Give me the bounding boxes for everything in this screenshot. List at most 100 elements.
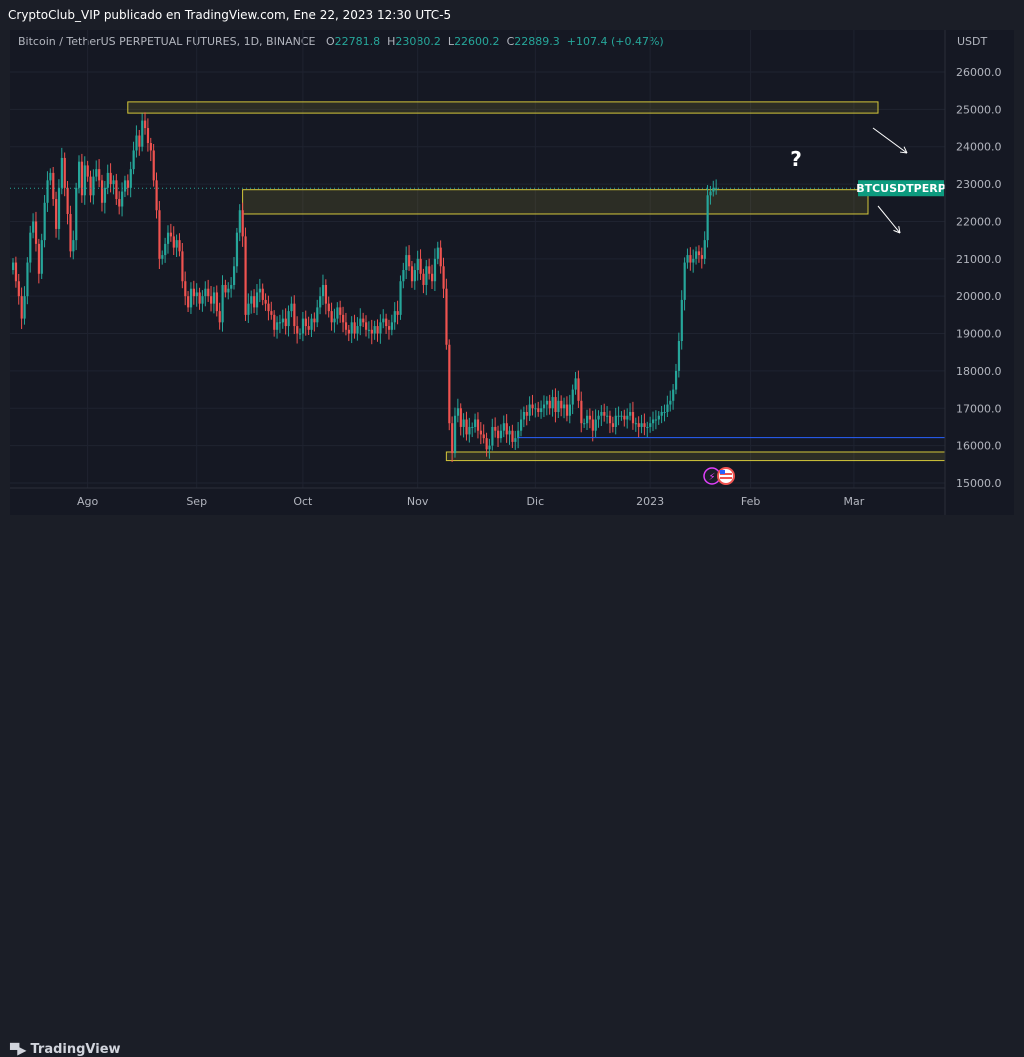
candle-body (571, 389, 574, 405)
candle-body (281, 318, 284, 323)
price-axis: USDT 15000.0 16000.0 17000.0 18000.0 19000.0 2… (944, 30, 1014, 515)
flag-canton (720, 470, 725, 474)
x-tick-label: Oct (293, 495, 313, 508)
open-label: O (325, 35, 335, 48)
candle-body (390, 322, 394, 330)
currency-label: USDT (957, 35, 988, 48)
candle-body (637, 423, 640, 427)
candle-body (144, 120, 147, 129)
candle-body (586, 415, 589, 424)
candle-body (362, 318, 365, 323)
candle-body (336, 307, 339, 319)
candle-body (86, 165, 89, 177)
candle-body (402, 270, 405, 282)
y-tick-label: 24000.0 (956, 141, 1002, 154)
candle-body (416, 258, 419, 271)
tradingview-logo[interactable]: ▀▶ TradingView (10, 1042, 121, 1057)
candle-body (410, 266, 414, 282)
candle-body (135, 135, 138, 151)
candle-body (164, 243, 167, 256)
candle-body (519, 419, 523, 431)
candle-body (614, 415, 617, 427)
header-bar: CryptoClub_VIP publicado en TradingView.… (0, 0, 1024, 30)
candle-body (617, 415, 620, 417)
candle-body (442, 266, 445, 289)
candle-body (181, 251, 184, 282)
candle-body (600, 412, 603, 416)
y-tick-label: 15000.0 (956, 477, 1002, 490)
candle-body (301, 318, 305, 334)
arrow-down-lower (877, 205, 901, 234)
open-value: 22781.8 (334, 35, 381, 48)
candle-body (456, 408, 460, 416)
candle-body (155, 180, 158, 211)
candle-body (399, 281, 402, 315)
candle-body (663, 412, 666, 414)
candle-body (253, 296, 256, 308)
candle-body (545, 400, 549, 405)
candle-body (227, 288, 230, 293)
candle-body (307, 326, 310, 330)
candle-body (588, 415, 592, 420)
candle-body (78, 161, 81, 188)
candle-body (692, 258, 695, 263)
candle-body (608, 415, 612, 424)
candle-body (551, 397, 554, 409)
candle-body (218, 311, 221, 323)
candle-body (316, 307, 319, 323)
candle-body (591, 419, 594, 431)
candle-body (425, 266, 428, 285)
candle-body (453, 415, 457, 454)
candle-body (700, 255, 703, 259)
close-label: C (506, 35, 515, 48)
candle-body (172, 236, 175, 248)
candle-body (123, 180, 127, 192)
candle-body (491, 426, 494, 446)
candle-body (141, 120, 144, 147)
candle-body (502, 423, 505, 431)
price-axis-bg (945, 30, 1014, 515)
candle-body (479, 430, 483, 435)
candle-body (353, 322, 356, 334)
candle-body (660, 412, 663, 416)
candle-body (356, 326, 359, 334)
candle-body (525, 412, 528, 416)
candle-body (313, 318, 316, 323)
candle-body (528, 404, 531, 416)
candle-body (436, 247, 439, 259)
candle-body (92, 176, 95, 196)
event-icons: ⚡ (703, 467, 735, 485)
symbol-tag-label: BTCUSDTPERP (856, 182, 946, 195)
candle-body (640, 423, 643, 427)
candle-body (63, 157, 66, 188)
candle-body (339, 307, 342, 315)
symbol-tag (858, 180, 944, 197)
candle-body (178, 240, 181, 252)
candle-body (387, 326, 391, 330)
price-chart[interactable]: 16213.9BTCUSDTPERP22889.306:29:59?⚡ USDT… (0, 0, 1024, 516)
candle-body (69, 213, 72, 252)
candle-body (146, 128, 150, 143)
close-value: 22889.3 (514, 35, 560, 48)
candle-body (499, 430, 503, 439)
candle-body (373, 326, 376, 334)
candle-body (210, 296, 213, 304)
y-tick-label: 20000.0 (956, 290, 1002, 303)
candle-body (706, 195, 709, 241)
candle-body (367, 329, 371, 331)
candle-body (201, 296, 204, 304)
candle-body (221, 284, 224, 323)
high-value: 23080.2 (395, 35, 441, 48)
flag-stripe (720, 477, 732, 479)
candle-body (422, 273, 425, 285)
candle-body (568, 404, 571, 416)
candle-body (577, 378, 580, 401)
candle-body (385, 318, 388, 327)
candle-body (680, 299, 683, 342)
candle-body (646, 426, 649, 428)
y-tick-label: 23000.0 (956, 178, 1002, 191)
candle-body (468, 426, 471, 435)
candle-body (433, 258, 437, 282)
candle-body (224, 284, 227, 293)
candle-body (342, 314, 345, 323)
